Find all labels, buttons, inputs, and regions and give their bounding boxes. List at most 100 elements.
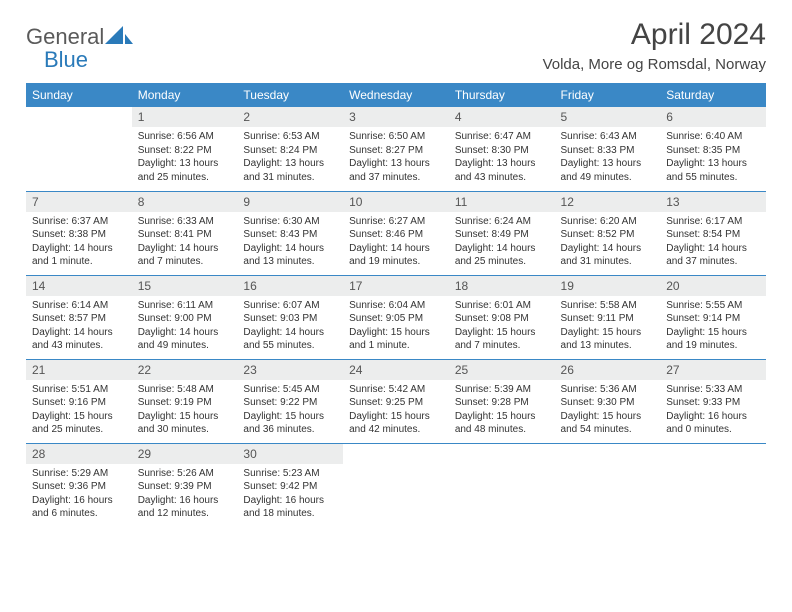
sunset-text: Sunset: 9:22 PM bbox=[243, 396, 337, 410]
calendar-day-cell: 8Sunrise: 6:33 AMSunset: 8:41 PMDaylight… bbox=[132, 191, 238, 275]
sunrise-text: Sunrise: 6:33 AM bbox=[138, 215, 232, 229]
day-header: Friday bbox=[555, 83, 661, 107]
sunset-text: Sunset: 8:54 PM bbox=[666, 228, 760, 242]
calendar-day-cell: 10Sunrise: 6:27 AMSunset: 8:46 PMDayligh… bbox=[343, 191, 449, 275]
daylight-text: Daylight: 15 hours and 1 minute. bbox=[349, 326, 443, 353]
day-details: Sunrise: 6:04 AMSunset: 9:05 PMDaylight:… bbox=[343, 296, 449, 358]
calendar-day-cell: 7Sunrise: 6:37 AMSunset: 8:38 PMDaylight… bbox=[26, 191, 132, 275]
calendar-day-cell: 30Sunrise: 5:23 AMSunset: 9:42 PMDayligh… bbox=[237, 443, 343, 527]
logo: General Blue bbox=[26, 18, 133, 72]
day-details: Sunrise: 5:51 AMSunset: 9:16 PMDaylight:… bbox=[26, 380, 132, 442]
sunset-text: Sunset: 9:19 PM bbox=[138, 396, 232, 410]
sunset-text: Sunset: 9:08 PM bbox=[455, 312, 549, 326]
day-details: Sunrise: 6:33 AMSunset: 8:41 PMDaylight:… bbox=[132, 212, 238, 274]
sunrise-text: Sunrise: 5:39 AM bbox=[455, 383, 549, 397]
sunrise-text: Sunrise: 6:24 AM bbox=[455, 215, 549, 229]
sunset-text: Sunset: 8:46 PM bbox=[349, 228, 443, 242]
sunrise-text: Sunrise: 6:07 AM bbox=[243, 299, 337, 313]
day-details: Sunrise: 5:42 AMSunset: 9:25 PMDaylight:… bbox=[343, 380, 449, 442]
sunset-text: Sunset: 8:33 PM bbox=[561, 144, 655, 158]
calendar-day-cell: 25 Sunrise: 5:39 AMSunset: 9:28 PMDayligh… bbox=[449, 359, 555, 443]
day-number: 9 bbox=[237, 192, 343, 212]
day-number: 30 bbox=[237, 444, 343, 464]
daylight-text: Daylight: 14 hours and 31 minutes. bbox=[561, 242, 655, 269]
day-number: 16 bbox=[237, 276, 343, 296]
day-number: 25 bbox=[449, 360, 555, 380]
daylight-text: Daylight: 15 hours and 36 minutes. bbox=[243, 410, 337, 437]
sunrise-text: Sunrise: 5:51 AM bbox=[32, 383, 126, 397]
day-number: 4 bbox=[449, 107, 555, 127]
day-number: 6 bbox=[660, 107, 766, 127]
day-header: Tuesday bbox=[237, 83, 343, 107]
calendar-day-cell bbox=[343, 443, 449, 527]
day-header: Wednesday bbox=[343, 83, 449, 107]
daylight-text: Daylight: 16 hours and 12 minutes. bbox=[138, 494, 232, 521]
calendar-day-cell bbox=[449, 443, 555, 527]
daylight-text: Daylight: 15 hours and 7 minutes. bbox=[455, 326, 549, 353]
day-details: Sunrise: 5:33 AMSunset: 9:33 PMDaylight:… bbox=[660, 380, 766, 442]
day-number: 22 bbox=[132, 360, 238, 380]
day-details: Sunrise: 5:26 AMSunset: 9:39 PMDaylight:… bbox=[132, 464, 238, 526]
daylight-text: Daylight: 15 hours and 54 minutes. bbox=[561, 410, 655, 437]
day-details: Sunrise: 6:43 AMSunset: 8:33 PMDaylight:… bbox=[555, 127, 661, 189]
logo-sail-icon bbox=[105, 26, 133, 46]
day-details: Sunrise: 6:40 AMSunset: 8:35 PMDaylight:… bbox=[660, 127, 766, 189]
calendar-day-cell bbox=[555, 443, 661, 527]
sunrise-text: Sunrise: 5:48 AM bbox=[138, 383, 232, 397]
day-number: 1 bbox=[132, 107, 238, 127]
sunrise-text: Sunrise: 6:40 AM bbox=[666, 130, 760, 144]
sunset-text: Sunset: 9:33 PM bbox=[666, 396, 760, 410]
sunrise-text: Sunrise: 5:23 AM bbox=[243, 467, 337, 481]
logo-text-1: General bbox=[26, 24, 104, 49]
day-number: 11 bbox=[449, 192, 555, 212]
month-title: April 2024 bbox=[543, 18, 766, 52]
daylight-text: Daylight: 14 hours and 13 minutes. bbox=[243, 242, 337, 269]
daylight-text: Daylight: 15 hours and 48 minutes. bbox=[455, 410, 549, 437]
location-text: Volda, More og Romsdal, Norway bbox=[543, 56, 766, 73]
day-number: 26 bbox=[555, 360, 661, 380]
sunset-text: Sunset: 8:30 PM bbox=[455, 144, 549, 158]
calendar-day-cell: 16Sunrise: 6:07 AMSunset: 9:03 PMDayligh… bbox=[237, 275, 343, 359]
daylight-text: Daylight: 13 hours and 55 minutes. bbox=[666, 157, 760, 184]
calendar-day-cell: 6Sunrise: 6:40 AMSunset: 8:35 PMDaylight… bbox=[660, 107, 766, 191]
day-number: 19 bbox=[555, 276, 661, 296]
day-number: 10 bbox=[343, 192, 449, 212]
daylight-text: Daylight: 14 hours and 1 minute. bbox=[32, 242, 126, 269]
day-number: 24 bbox=[343, 360, 449, 380]
calendar-day-cell: 12Sunrise: 6:20 AMSunset: 8:52 PMDayligh… bbox=[555, 191, 661, 275]
day-header: Saturday bbox=[660, 83, 766, 107]
calendar-day-cell: 19Sunrise: 5:58 AMSunset: 9:11 PMDayligh… bbox=[555, 275, 661, 359]
day-number: 28 bbox=[26, 444, 132, 464]
day-number: 8 bbox=[132, 192, 238, 212]
day-number: 17 bbox=[343, 276, 449, 296]
sunset-text: Sunset: 9:28 PM bbox=[455, 396, 549, 410]
day-details: Sunrise: 6:20 AMSunset: 8:52 PMDaylight:… bbox=[555, 212, 661, 274]
sunset-text: Sunset: 8:57 PM bbox=[32, 312, 126, 326]
daylight-text: Daylight: 16 hours and 0 minutes. bbox=[666, 410, 760, 437]
daylight-text: Daylight: 15 hours and 13 minutes. bbox=[561, 326, 655, 353]
calendar-table: SundayMondayTuesdayWednesdayThursdayFrid… bbox=[26, 83, 766, 527]
daylight-text: Daylight: 15 hours and 19 minutes. bbox=[666, 326, 760, 353]
day-header: Sunday bbox=[26, 83, 132, 107]
sunset-text: Sunset: 9:05 PM bbox=[349, 312, 443, 326]
day-details: Sunrise: 5:36 AMSunset: 9:30 PMDaylight:… bbox=[555, 380, 661, 442]
day-details: Sunrise: 6:47 AMSunset: 8:30 PMDaylight:… bbox=[449, 127, 555, 189]
sunset-text: Sunset: 8:27 PM bbox=[349, 144, 443, 158]
day-number: 21 bbox=[26, 360, 132, 380]
calendar-day-cell: 29Sunrise: 5:26 AMSunset: 9:39 PMDayligh… bbox=[132, 443, 238, 527]
sunrise-text: Sunrise: 5:33 AM bbox=[666, 383, 760, 397]
day-number: 2 bbox=[237, 107, 343, 127]
day-details: Sunrise: 6:17 AMSunset: 8:54 PMDaylight:… bbox=[660, 212, 766, 274]
sunset-text: Sunset: 9:14 PM bbox=[666, 312, 760, 326]
calendar-day-cell: 2Sunrise: 6:53 AMSunset: 8:24 PMDaylight… bbox=[237, 107, 343, 191]
day-number: 13 bbox=[660, 192, 766, 212]
calendar-week-row: 7Sunrise: 6:37 AMSunset: 8:38 PMDaylight… bbox=[26, 191, 766, 275]
daylight-text: Daylight: 16 hours and 6 minutes. bbox=[32, 494, 126, 521]
calendar-day-cell bbox=[660, 443, 766, 527]
sunrise-text: Sunrise: 5:26 AM bbox=[138, 467, 232, 481]
day-number: 15 bbox=[132, 276, 238, 296]
sunrise-text: Sunrise: 6:27 AM bbox=[349, 215, 443, 229]
calendar-page: General Blue April 2024 Volda, More og R… bbox=[0, 0, 792, 545]
calendar-body: 1Sunrise: 6:56 AMSunset: 8:22 PMDaylight… bbox=[26, 107, 766, 527]
daylight-text: Daylight: 14 hours and 49 minutes. bbox=[138, 326, 232, 353]
